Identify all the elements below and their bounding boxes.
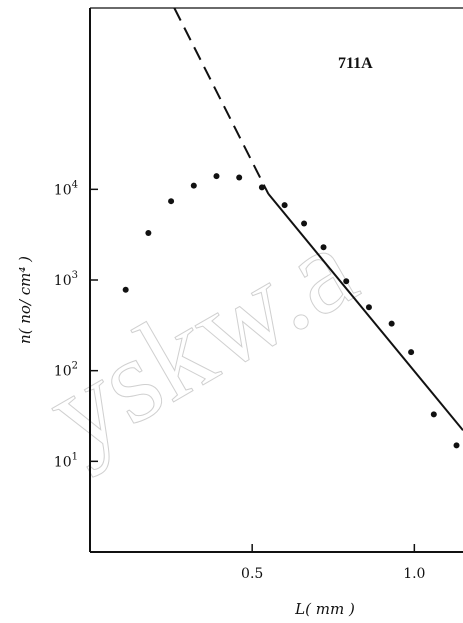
data-point bbox=[168, 198, 175, 205]
data-point bbox=[281, 202, 288, 209]
data-points bbox=[122, 173, 460, 449]
data-point bbox=[258, 184, 265, 191]
data-point bbox=[190, 182, 197, 189]
data-point bbox=[122, 286, 129, 293]
data-point bbox=[430, 411, 437, 418]
data-point bbox=[408, 349, 415, 356]
data-point bbox=[236, 174, 243, 181]
data-point bbox=[365, 304, 372, 311]
y-tick-label: 101 bbox=[54, 451, 78, 470]
data-point bbox=[453, 442, 460, 449]
fit-line-extrapolation bbox=[173, 7, 270, 195]
data-point bbox=[145, 229, 152, 236]
x-tick-label: 0.5 bbox=[241, 566, 263, 582]
y-tick-label: 104 bbox=[54, 179, 78, 198]
x-ticks: 0.5 1.0 bbox=[241, 544, 425, 582]
x-tick-label: 1.0 bbox=[403, 566, 425, 582]
watermark: yskw.a bbox=[25, 200, 376, 480]
y-tick-label: 102 bbox=[54, 361, 78, 380]
y-tick-label: 103 bbox=[54, 270, 78, 289]
data-point bbox=[301, 220, 308, 227]
x-axis-title: L( mm ) bbox=[294, 600, 355, 618]
data-point bbox=[213, 173, 220, 180]
y-ticks: 101 102 103 104 bbox=[54, 179, 98, 470]
data-point bbox=[320, 244, 327, 251]
fit-lines bbox=[173, 7, 463, 431]
panel-label: 711A bbox=[338, 55, 373, 72]
fit-line bbox=[267, 193, 463, 431]
y-axis-title: n( no/ cm⁴ ) bbox=[16, 256, 34, 344]
data-point bbox=[388, 320, 395, 327]
data-point bbox=[343, 278, 350, 285]
